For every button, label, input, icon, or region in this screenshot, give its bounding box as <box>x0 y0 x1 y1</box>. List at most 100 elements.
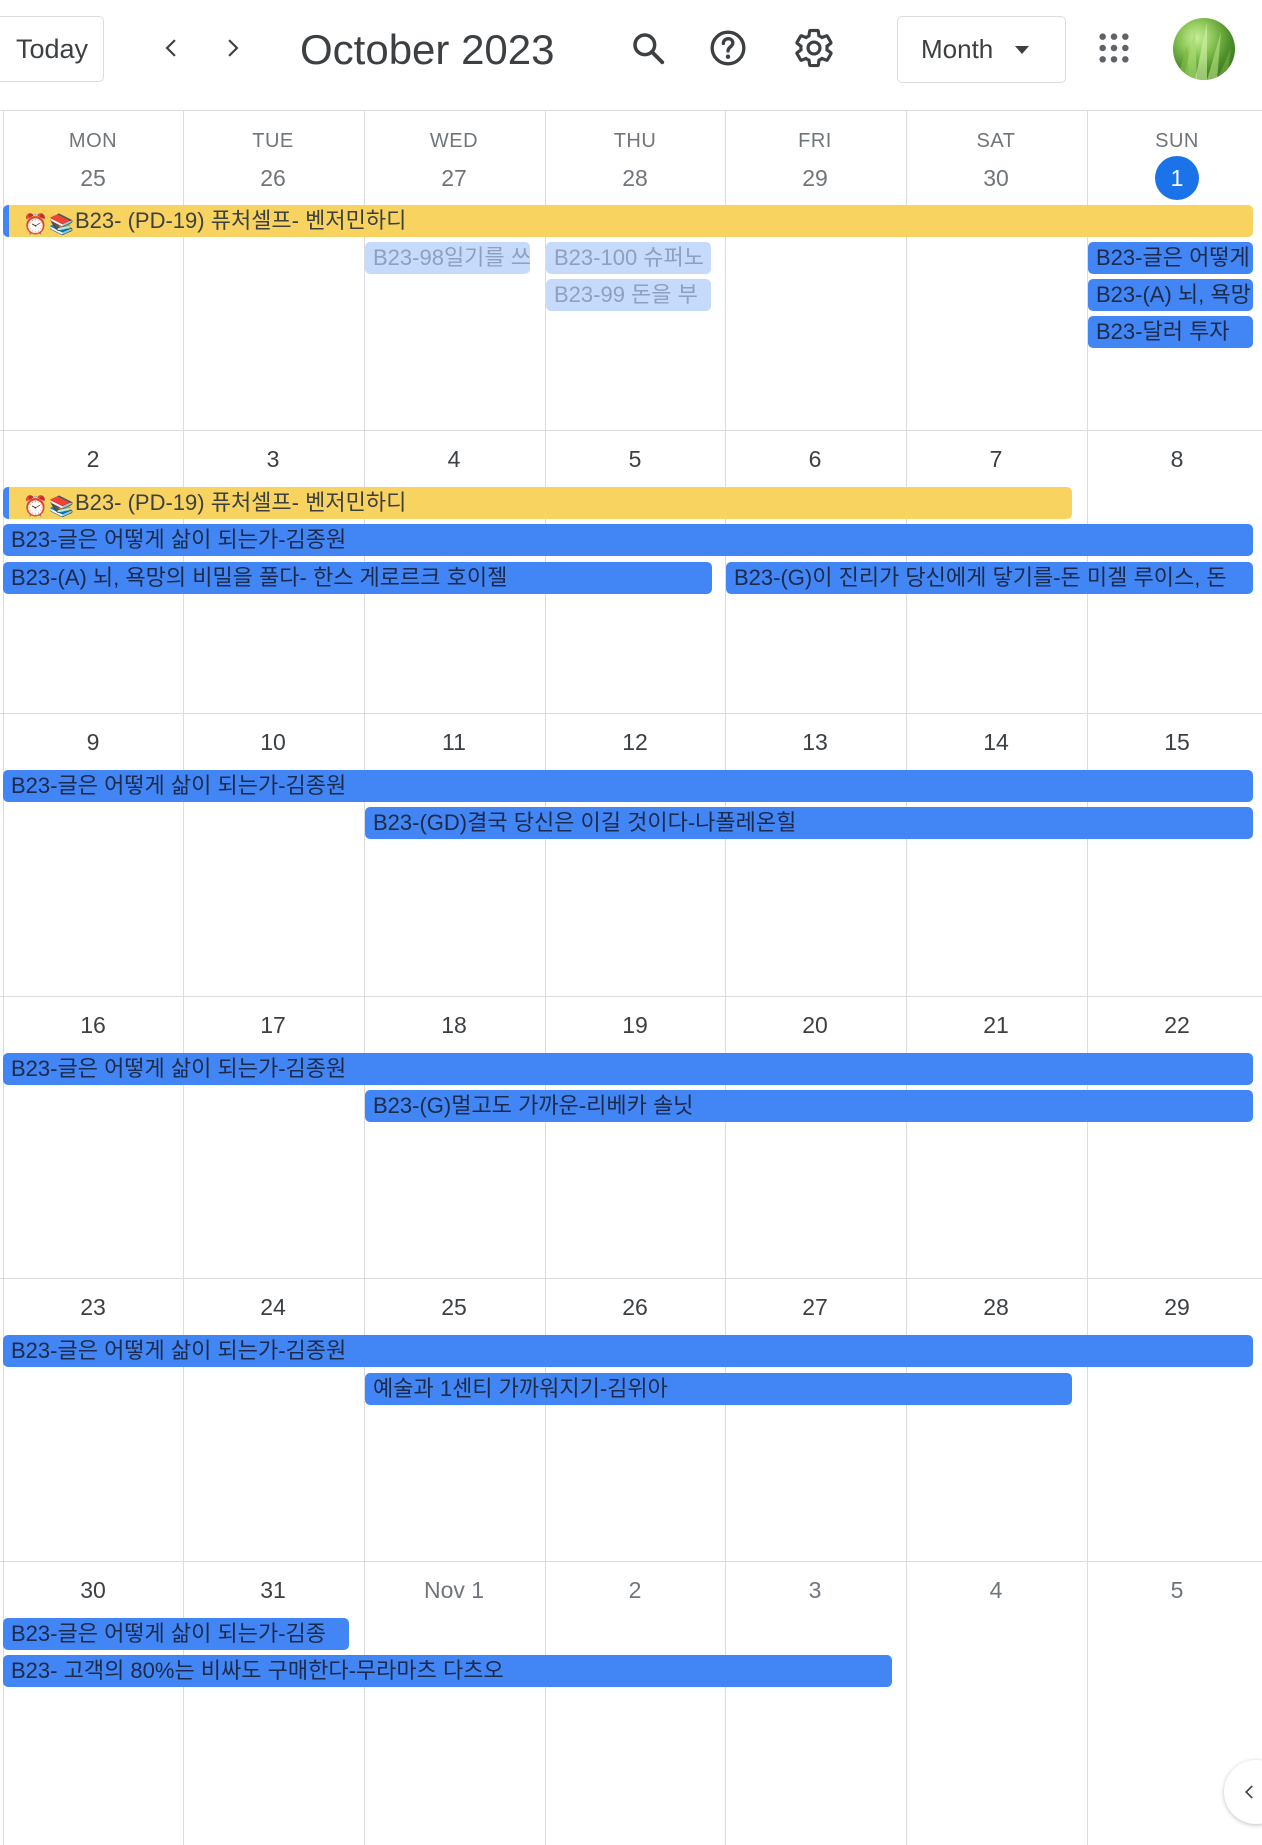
day-number[interactable]: 22 <box>1164 1012 1190 1038</box>
alarm-clock-icon: ⏰ <box>23 214 48 236</box>
day-number[interactable]: 30 <box>80 1577 106 1603</box>
search-button[interactable] <box>620 20 676 76</box>
apps-grid-icon <box>1099 33 1129 63</box>
help-button[interactable] <box>700 20 756 76</box>
period-title: October 2023 <box>300 26 555 73</box>
grid-line <box>0 1278 1262 1279</box>
event-chip[interactable]: B23-글은 어떻게 <box>1088 242 1253 274</box>
day-number[interactable]: 6 <box>808 446 822 472</box>
day-number[interactable]: 4 <box>989 1577 1003 1603</box>
grid-line <box>1087 110 1088 1845</box>
view-selector-label: Month <box>921 34 994 64</box>
event-chip[interactable]: ⏰ 📚 B23- (PD-19) 퓨처셀프- 벤저민하디 <box>3 205 1253 237</box>
day-number[interactable]: 5 <box>1170 1577 1184 1603</box>
event-title: 예술과 1센티 가까워지기-김위아 <box>373 1376 668 1401</box>
day-number[interactable]: 10 <box>260 729 286 755</box>
event-title: B23-98일기를 쓰 <box>373 245 530 270</box>
day-number[interactable]: 3 <box>808 1577 822 1603</box>
event-title: B23-글은 어떻게 삶이 되는가-김종 <box>11 1621 327 1646</box>
account-avatar[interactable] <box>1173 18 1235 80</box>
day-number[interactable]: 2 <box>628 1577 642 1603</box>
settings-icon <box>795 28 833 68</box>
day-number[interactable]: 14 <box>983 729 1009 755</box>
weekday-label: SUN <box>1155 130 1199 152</box>
grid-line <box>183 110 184 1845</box>
grid-line <box>0 996 1262 997</box>
event-chip[interactable]: B23-(GD)결국 당신은 이길 것이다-나폴레온힐 <box>365 807 1253 839</box>
event-chip[interactable]: B23-달러 투자 <box>1088 316 1253 348</box>
event-chip[interactable]: B23- 고객의 80%는 비싸도 구매한다-무라마츠 다츠오 <box>3 1655 892 1687</box>
day-number[interactable]: 4 <box>447 446 461 472</box>
day-number[interactable]: 2 <box>86 446 100 472</box>
event-title: B23-(A) 뇌, 욕망의 비밀을 풀다- 한스 게로르크 호이젤 <box>11 565 508 590</box>
day-number[interactable]: Nov 1 <box>423 1577 485 1603</box>
event-chip[interactable]: ⏰ 📚 B23- (PD-19) 퓨처셀프- 벤저민하디 <box>3 487 1072 519</box>
event-chip[interactable]: B23-글은 어떻게 삶이 되는가-김종원 <box>3 1053 1253 1085</box>
day-number[interactable]: 7 <box>989 446 1003 472</box>
day-number[interactable]: 18 <box>441 1012 467 1038</box>
today-day-number[interactable]: 1 <box>1155 156 1199 200</box>
day-number[interactable]: 28 <box>983 1294 1009 1320</box>
day-number[interactable]: 27 <box>441 165 467 191</box>
event-chip[interactable]: B23-(A) 뇌, 욕망 <box>1088 279 1253 311</box>
apps-button[interactable] <box>1086 20 1142 76</box>
event-title: B23-글은 어떻게 삶이 되는가-김종원 <box>11 527 347 552</box>
settings-button[interactable] <box>786 20 842 76</box>
day-number[interactable]: 17 <box>260 1012 286 1038</box>
day-number[interactable]: 26 <box>260 165 286 191</box>
grid-line <box>906 110 907 1845</box>
avatar-grass-image <box>1177 22 1231 80</box>
today-button[interactable]: Today <box>0 16 104 82</box>
day-number[interactable]: 19 <box>622 1012 648 1038</box>
event-chip[interactable]: B23-100 슈퍼노 <box>546 242 711 274</box>
day-number[interactable]: 5 <box>628 446 642 472</box>
day-number[interactable]: 24 <box>260 1294 286 1320</box>
day-number[interactable]: 29 <box>1164 1294 1190 1320</box>
day-number[interactable]: 11 <box>442 729 466 755</box>
event-title: B23-글은 어떻게 <box>1096 245 1250 270</box>
day-number[interactable]: 12 <box>622 729 648 755</box>
day-number[interactable]: 25 <box>80 165 106 191</box>
help-icon <box>710 30 746 66</box>
day-number[interactable]: 9 <box>86 729 100 755</box>
event-chip[interactable]: B23-99 돈을 부 <box>546 279 711 311</box>
event-title: B23- (PD-19) 퓨처셀프- 벤저민하디 <box>75 208 407 233</box>
day-number[interactable]: 27 <box>802 1294 828 1320</box>
grid-line <box>364 110 365 1845</box>
event-chip[interactable]: B23-(G)멀고도 가까운-리베카 솔닛 <box>365 1090 1253 1122</box>
event-chip[interactable]: B23-글은 어떻게 삶이 되는가-김종 <box>3 1618 349 1650</box>
grid-line <box>0 430 1262 431</box>
day-number[interactable]: 26 <box>622 1294 648 1320</box>
day-number[interactable]: 25 <box>441 1294 467 1320</box>
event-chip[interactable]: B23-글은 어떻게 삶이 되는가-김종원 <box>3 1335 1253 1367</box>
weekday-label: THU <box>613 130 657 152</box>
event-title: B23-글은 어떻게 삶이 되는가-김종원 <box>11 773 347 798</box>
event-chip[interactable]: B23-글은 어떻게 삶이 되는가-김종원 <box>3 770 1253 802</box>
previous-period-button[interactable] <box>146 22 198 74</box>
day-number[interactable]: 29 <box>802 165 828 191</box>
weekday-label: TUE <box>252 130 294 152</box>
view-selector[interactable]: Month <box>897 16 1066 83</box>
day-number[interactable]: 3 <box>266 446 280 472</box>
day-number[interactable]: 21 <box>983 1012 1009 1038</box>
day-number[interactable]: 16 <box>80 1012 106 1038</box>
event-chip[interactable]: B23-(G)이 진리가 당신에게 닿기를-돈 미겔 루이스, 돈 <box>726 562 1253 594</box>
next-period-button[interactable] <box>206 22 258 74</box>
day-number[interactable]: 8 <box>1170 446 1184 472</box>
day-number[interactable]: 13 <box>802 729 828 755</box>
day-number[interactable]: 30 <box>983 165 1009 191</box>
day-number[interactable]: 15 <box>1164 729 1190 755</box>
day-number[interactable]: 28 <box>622 165 648 191</box>
day-number[interactable]: 20 <box>802 1012 828 1038</box>
day-number[interactable]: 23 <box>80 1294 106 1320</box>
grid-line <box>725 110 726 1845</box>
day-number[interactable]: 31 <box>260 1577 286 1603</box>
search-icon <box>633 33 665 65</box>
event-chip[interactable]: 예술과 1센티 가까워지기-김위아 <box>365 1373 1072 1405</box>
today-button-label: Today <box>15 33 89 64</box>
weekday-label: SAT <box>976 130 1016 152</box>
event-chip[interactable]: B23-글은 어떻게 삶이 되는가-김종원 <box>3 524 1253 556</box>
calendar-header: Today October 2023 Month <box>0 0 1262 110</box>
event-chip[interactable]: B23-(A) 뇌, 욕망의 비밀을 풀다- 한스 게로르크 호이젤 <box>3 562 712 594</box>
event-chip[interactable]: B23-98일기를 쓰 <box>365 242 530 274</box>
